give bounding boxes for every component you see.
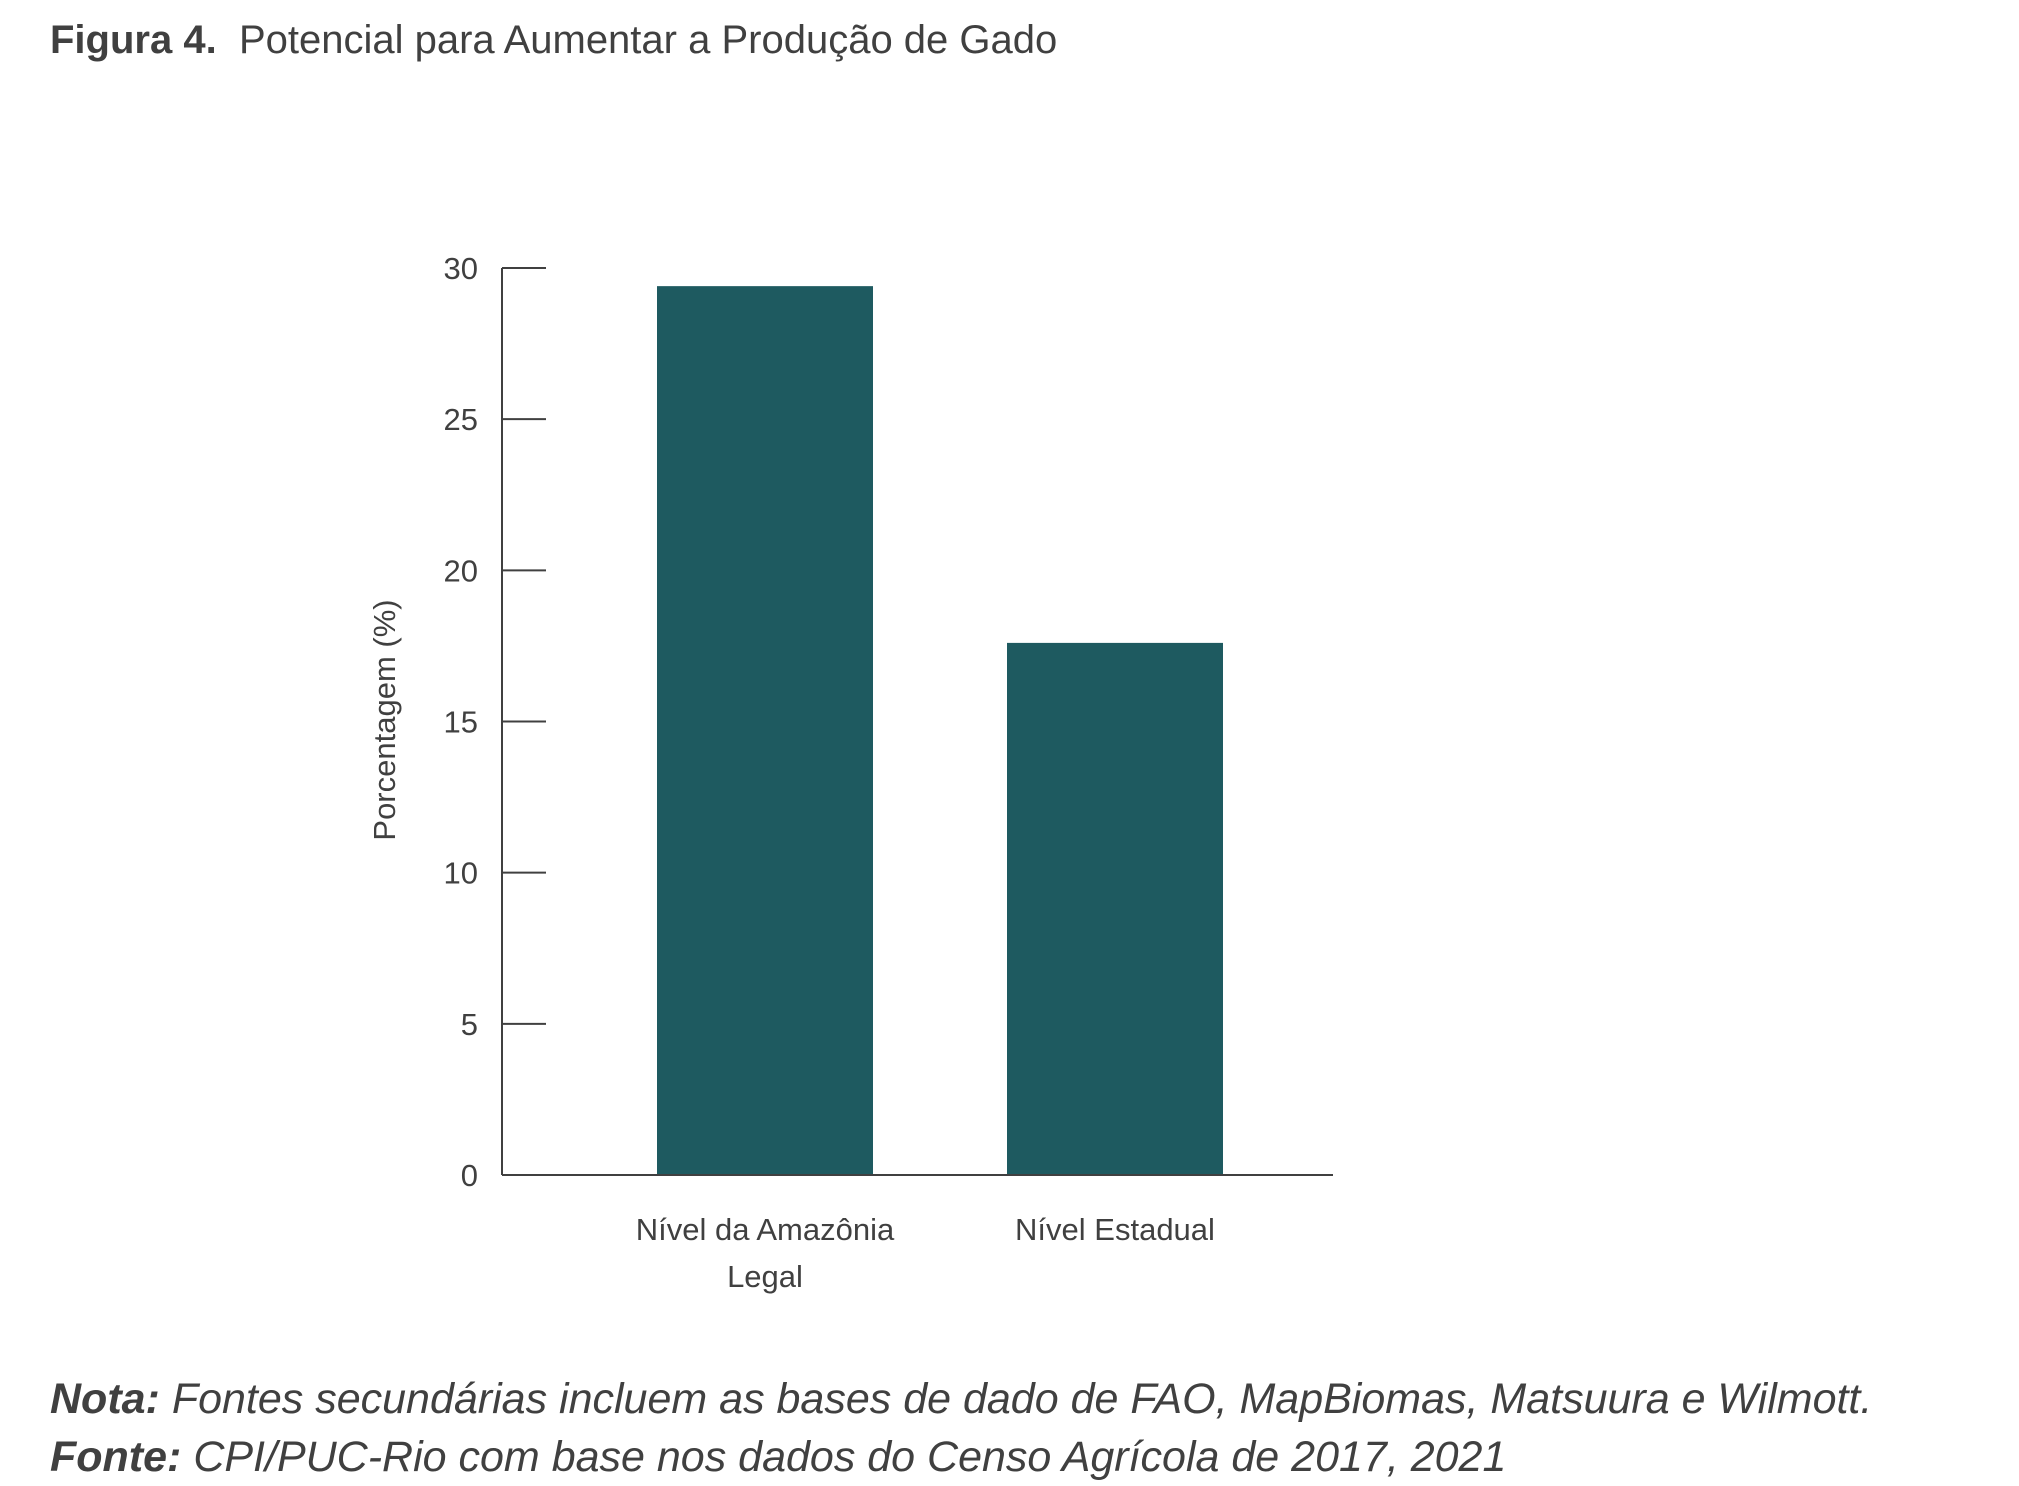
- bars-group: [657, 286, 1223, 1175]
- bar: [657, 286, 873, 1175]
- x-tick-label: Legal: [727, 1259, 803, 1294]
- y-tick-label: 25: [444, 402, 478, 437]
- y-tick-label: 0: [461, 1158, 478, 1193]
- bar: [1007, 642, 1223, 1175]
- y-axis-label: Porcentagem (%): [367, 599, 402, 840]
- y-tick-label: 20: [444, 553, 478, 588]
- figure-title: Figura 4. Potencial para Aumentar a Prod…: [50, 18, 1057, 63]
- note-line: Nota: Fontes secundárias incluem as base…: [50, 1375, 1872, 1424]
- x-tick-label: Nível Estadual: [1015, 1212, 1215, 1247]
- y-tick-label: 15: [444, 705, 478, 740]
- source-line: Fonte: CPI/PUC-Rio com base nos dados do…: [50, 1433, 1506, 1482]
- y-tick-label: 30: [444, 251, 478, 286]
- note-text: Fontes secundárias incluem as bases de d…: [171, 1375, 1873, 1423]
- source-text: CPI/PUC-Rio com base nos dados do Censo …: [193, 1433, 1507, 1481]
- y-axis: 0 5 10 15 20 25 30: [444, 251, 546, 1193]
- y-tick-label: 10: [444, 856, 478, 891]
- y-tick-label: 5: [461, 1007, 478, 1042]
- figure-label: Figura 4.: [50, 18, 217, 62]
- figure-title-text: Potencial para Aumentar a Produção de Ga…: [238, 18, 1058, 62]
- x-tick-label: Nível da Amazônia: [636, 1212, 895, 1247]
- x-axis: Nível da Amazônia Legal Nível Estadual: [502, 1174, 1333, 1294]
- note-label: Nota:: [50, 1375, 160, 1423]
- source-label: Fonte:: [50, 1433, 182, 1481]
